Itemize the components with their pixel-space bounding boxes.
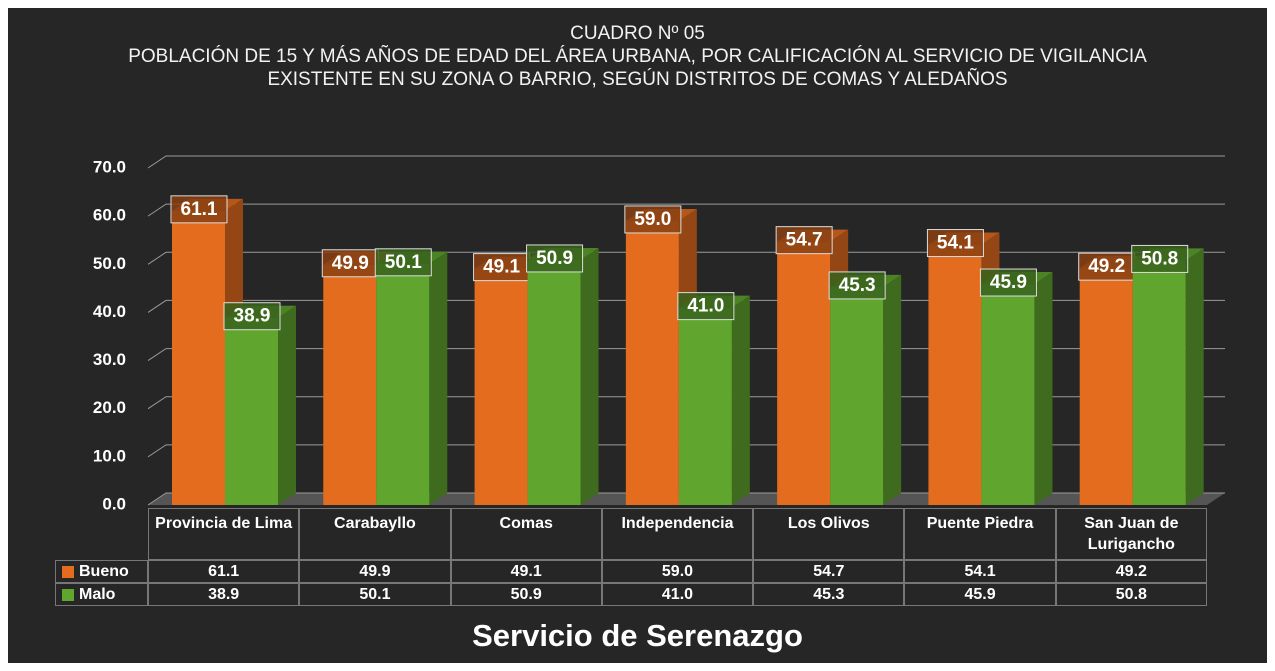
bar-side xyxy=(429,251,448,505)
bar xyxy=(928,244,982,505)
data-label-box xyxy=(526,244,584,273)
data-label-box xyxy=(374,248,432,277)
data-label: 50.9 xyxy=(536,248,573,269)
bar-side xyxy=(883,274,902,505)
grid-line xyxy=(147,203,1225,217)
y-tick-label: 40.0 xyxy=(93,302,126,321)
data-label-box xyxy=(979,268,1037,297)
table-value: 41.0 xyxy=(601,583,754,606)
data-label: 59.0 xyxy=(634,209,671,230)
legend-label: Malo xyxy=(79,586,116,603)
chart-subtitle: POBLACIÓN DE 15 Y MÁS AÑOS DE EDAD DEL Á… xyxy=(128,46,1147,90)
bar-side xyxy=(278,305,296,505)
bar xyxy=(1079,268,1133,505)
x-tick-label: Los Olivos xyxy=(753,508,905,560)
legend-swatch xyxy=(62,565,74,578)
y-tick-label: 30.0 xyxy=(93,350,126,369)
bar xyxy=(678,307,732,505)
table-value: 50.1 xyxy=(299,583,451,606)
table-value: 49.1 xyxy=(450,560,602,583)
data-label: 49.2 xyxy=(1088,256,1125,277)
bar xyxy=(830,286,884,505)
data-label-box xyxy=(677,292,735,321)
x-tick-label: Provincia de Lima xyxy=(148,508,300,560)
chart-title: CUADRO Nº 05 xyxy=(570,23,705,44)
bar xyxy=(527,259,581,505)
table-value: 45.3 xyxy=(753,583,905,606)
data-label: 38.9 xyxy=(234,306,271,327)
bar xyxy=(1132,260,1186,505)
data-label-box xyxy=(775,226,833,255)
bar xyxy=(625,220,679,505)
y-tick-label: 20.0 xyxy=(93,398,126,417)
grid-line xyxy=(147,155,1225,169)
y-tick-label: 50.0 xyxy=(93,254,126,273)
data-label-box xyxy=(828,271,886,300)
table-value: 50.9 xyxy=(450,583,602,606)
data-label: 54.1 xyxy=(937,233,974,254)
y-tick-label: 60.0 xyxy=(93,206,126,225)
legend-swatch xyxy=(62,588,74,601)
x-axis-label: Servicio de Serenazgo xyxy=(472,618,803,653)
data-label: 49.9 xyxy=(332,253,369,274)
table-value: 54.1 xyxy=(904,560,1056,583)
bar xyxy=(323,264,377,505)
table-value: 50.8 xyxy=(1055,583,1207,606)
table-value: 38.9 xyxy=(148,583,300,606)
y-tick-label: 0.0 xyxy=(102,494,126,513)
data-label: 41.0 xyxy=(687,296,724,317)
x-tick-label: Carabayllo xyxy=(299,508,451,560)
data-label: 61.1 xyxy=(181,199,218,220)
data-label: 45.9 xyxy=(990,272,1027,293)
y-tick-label: 10.0 xyxy=(93,446,126,465)
x-tick-label: Independencia xyxy=(601,508,754,560)
data-label-box xyxy=(321,249,379,278)
data-label: 50.1 xyxy=(385,252,422,273)
table-value: 49.2 xyxy=(1055,560,1207,583)
x-tick-label: Puente Piedra xyxy=(904,508,1056,560)
x-tick-label: San Juan de Lurigancho xyxy=(1055,508,1207,560)
table-value: 61.1 xyxy=(148,560,300,583)
bar xyxy=(376,263,430,505)
data-label-box xyxy=(473,253,531,282)
x-tick-label: Comas xyxy=(450,508,602,560)
bar xyxy=(225,317,278,505)
grid-line xyxy=(147,251,1225,265)
table-value: 45.9 xyxy=(904,583,1056,606)
legend-label: Bueno xyxy=(79,563,129,580)
legend-entry: Malo xyxy=(55,583,148,606)
bar-side xyxy=(1185,248,1204,506)
bar-side xyxy=(731,295,750,505)
bar xyxy=(172,210,225,505)
table-value: 59.0 xyxy=(601,560,754,583)
bar-side xyxy=(1034,272,1053,505)
data-label-box xyxy=(926,229,984,258)
data-label-box xyxy=(1131,244,1189,273)
data-label: 54.7 xyxy=(786,230,823,251)
data-label: 45.3 xyxy=(839,275,876,296)
data-label: 49.1 xyxy=(483,257,520,278)
data-label-box xyxy=(170,195,228,224)
data-label: 50.8 xyxy=(1141,248,1178,269)
data-label-box xyxy=(223,302,281,331)
chart-title-block: CUADRO Nº 05 POBLACIÓN DE 15 Y MÁS AÑOS … xyxy=(120,22,1155,91)
bar xyxy=(777,241,831,505)
data-label-box xyxy=(624,205,682,234)
table-value: 49.9 xyxy=(299,560,451,583)
data-label-box xyxy=(1078,252,1136,281)
bar xyxy=(981,284,1035,505)
y-tick-label: 70.0 xyxy=(93,157,126,176)
legend-entry: Bueno xyxy=(55,560,148,583)
table-value: 54.7 xyxy=(753,560,905,583)
bar xyxy=(474,268,528,505)
bar-side xyxy=(580,247,599,505)
